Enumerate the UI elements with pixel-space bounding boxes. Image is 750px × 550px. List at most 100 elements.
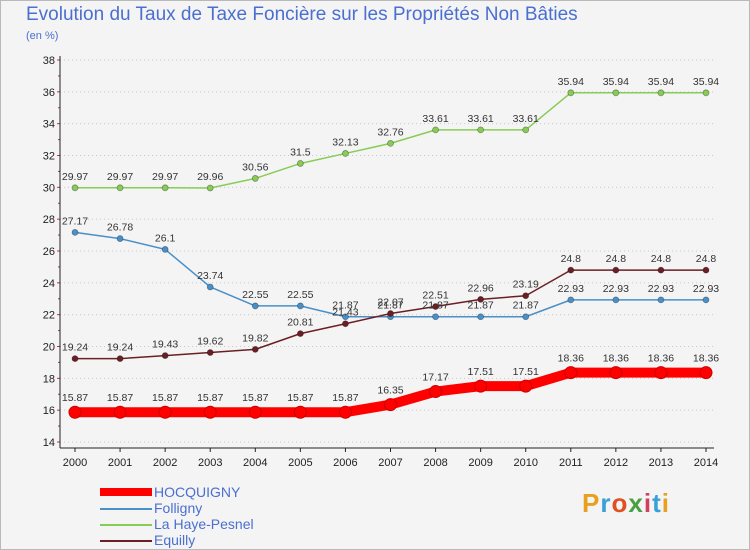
legend-label: Equilly [154,532,196,548]
data-label-equilly: 24.8 [651,253,672,265]
data-point-folligny [342,313,349,321]
data-point-la-haye-pesnel [477,126,485,134]
legend-swatch [100,524,152,526]
logo-letter: o [611,488,629,518]
data-label-hocquigny: 15.87 [332,392,358,404]
data-label-folligny: 27.17 [62,215,88,227]
data-label-equilly: 20.81 [287,317,313,329]
data-point-la-haye-pesnel [161,184,169,192]
legend-swatch [100,540,152,542]
series-folligny [71,228,710,321]
x-tick-label: 2011 [559,457,583,469]
y-tick-label: 34 [43,119,55,131]
data-point-folligny [161,246,169,253]
data-point-la-haye-pesnel [432,126,439,134]
data-point-la-haye-pesnel [296,160,304,167]
data-label-folligny: 26.78 [107,222,133,234]
data-label-equilly: 24.8 [606,253,627,265]
data-point-equilly [612,266,620,274]
logo-letter: x [628,488,644,518]
data-point-la-haye-pesnel [342,150,349,157]
data-point-la-haye-pesnel [251,175,259,182]
data-point-folligny [296,302,304,310]
axes: 14 16 18 20 22 24 26 28 30 32 34 36 38 2000 2001 2002 20… [43,55,718,469]
data-label-folligny: 22.93 [693,283,719,295]
data-label-la-haye-pesnel: 35.94 [693,76,719,88]
x-tick-label: 2012 [604,457,628,469]
data-point-hocquigny [519,379,533,393]
data-point-equilly [477,295,485,303]
y-tick-label: 20 [43,342,55,354]
x-tick-label: 2009 [468,457,492,469]
data-label-hocquigny: 15.87 [152,392,178,404]
y-tick-label: 18 [43,373,55,385]
x-tick-label: 2010 [513,457,537,469]
data-label-la-haye-pesnel: 29.96 [197,171,223,183]
data-point-hocquigny [248,405,262,419]
data-label-hocquigny: 18.36 [603,353,629,365]
data-label-la-haye-pesnel: 29.97 [107,171,133,183]
x-tick-label: 2007 [378,457,402,469]
data-label-equilly: 19.24 [107,342,133,354]
data-label-hocquigny: 18.36 [648,353,674,365]
data-label-equilly: 19.82 [242,332,268,344]
data-point-la-haye-pesnel [522,126,530,134]
data-label-hocquigny: 18.36 [693,353,719,365]
data-label-equilly: 19.43 [152,339,178,351]
data-point-hocquigny [699,366,713,380]
data-label-la-haye-pesnel: 33.61 [422,113,448,125]
x-tick-label: 2006 [333,457,357,469]
data-point-folligny [116,235,124,242]
data-label-la-haye-pesnel: 35.94 [603,76,629,88]
data-label-folligny: 23.74 [197,270,223,282]
data-label-la-haye-pesnel: 30.56 [242,161,268,173]
data-point-equilly [432,303,439,310]
data-label-equilly: 23.19 [513,279,539,291]
data-point-folligny [612,296,620,304]
data-label-hocquigny: 15.87 [242,392,268,404]
data-label-equilly: 24.8 [696,253,717,265]
data-label-equilly: 19.62 [197,336,223,348]
data-point-folligny [432,313,439,321]
x-tick-label: 2002 [153,457,177,469]
data-label-la-haye-pesnel: 32.13 [332,136,358,148]
legend-label: HOCQUIGNY [154,484,241,500]
y-tick-label: 30 [43,182,55,194]
data-point-hocquigny [609,366,623,380]
data-label-hocquigny: 15.87 [197,392,223,404]
chart-subtitle: (en %) [26,30,59,42]
legend-label: Folligny [154,500,203,516]
y-tick-label: 38 [43,55,55,67]
data-label-folligny: 22.93 [558,283,584,295]
data-point-hocquigny [113,405,127,419]
data-point-la-haye-pesnel [657,89,665,97]
data-label-folligny: 21.87 [468,300,494,312]
x-tick-label: 2001 [108,457,132,469]
data-point-equilly [702,266,710,274]
data-point-la-haye-pesnel [206,184,214,192]
data-label-hocquigny: 15.87 [287,392,313,404]
data-label-equilly: 22.07 [377,297,403,309]
data-point-la-haye-pesnel [612,89,620,97]
data-label-equilly: 22.96 [468,282,494,294]
legend-swatch [100,508,152,510]
data-label-hocquigny: 15.87 [62,392,88,404]
data-label-la-haye-pesnel: 33.61 [513,113,539,125]
data-point-folligny [522,313,530,321]
data-label-la-haye-pesnel: 29.97 [152,171,178,183]
data-point-folligny [71,228,79,236]
data-label-folligny: 26.1 [155,232,176,244]
data-point-hocquigny [293,405,307,419]
data-point-folligny [206,283,214,291]
y-tick-label: 32 [43,151,55,163]
data-point-equilly [251,345,259,353]
data-label-folligny: 22.55 [242,289,268,301]
data-label-la-haye-pesnel: 33.61 [468,113,494,125]
data-point-hocquigny [474,379,488,393]
y-tick-label: 22 [43,310,55,322]
x-tick-label: 2004 [243,457,267,469]
data-point-folligny [251,302,259,310]
proxiti-logo: Proxiti [582,488,670,519]
